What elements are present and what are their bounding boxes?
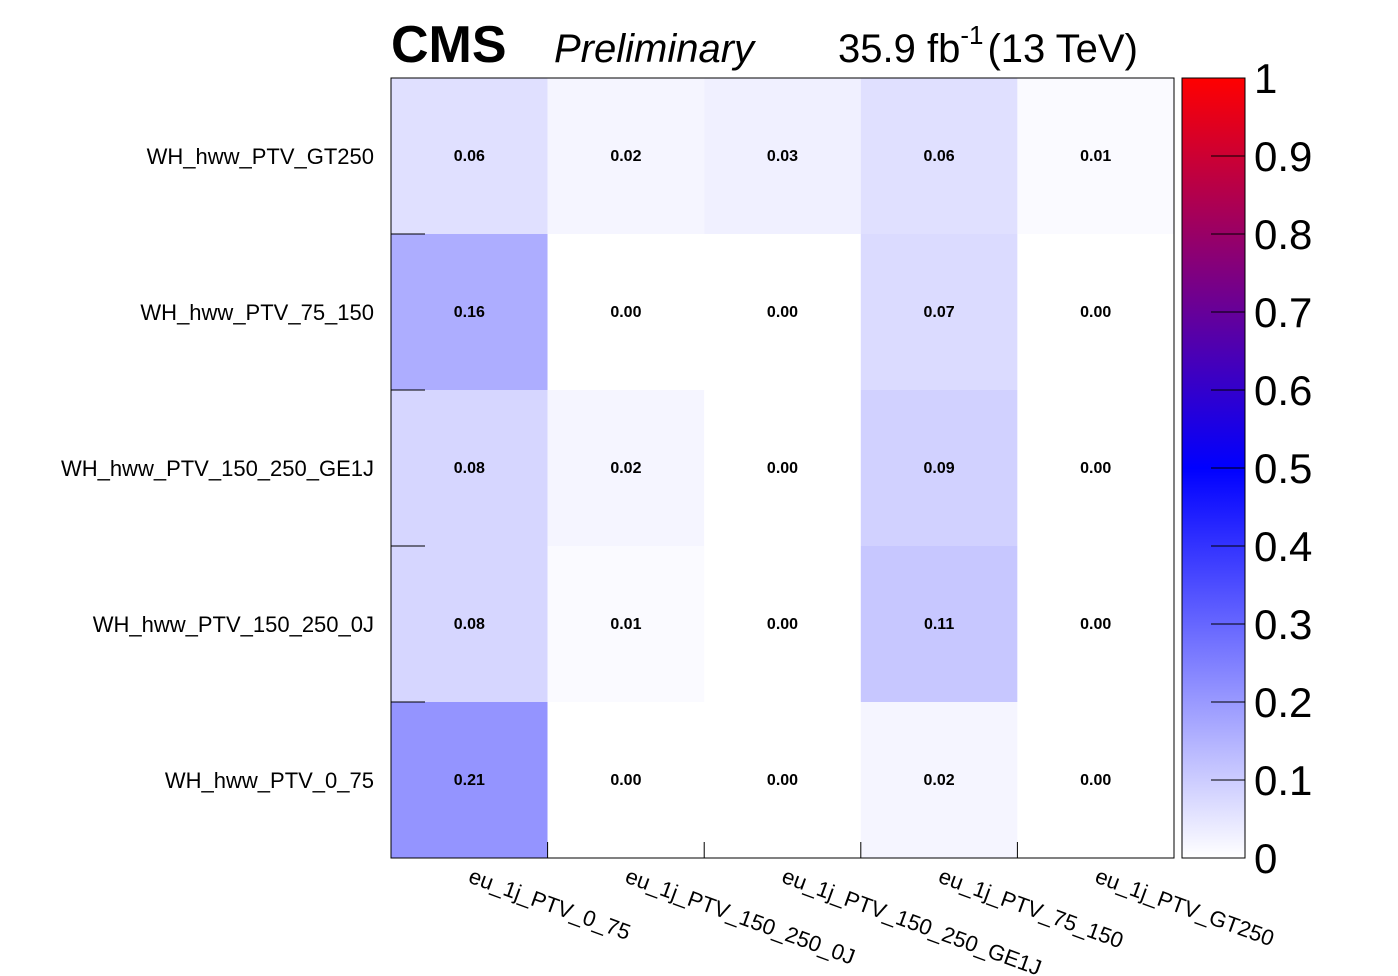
colorbar-tick-label: 0.8 — [1254, 211, 1312, 258]
cell-value-label: 0.08 — [454, 616, 485, 633]
cell-value-label: 0.00 — [1080, 304, 1111, 321]
cell-value-label: 0.00 — [767, 616, 798, 633]
cell-value-label: 0.02 — [610, 148, 641, 165]
heatmap-cell — [391, 702, 548, 858]
heatmap-cell — [1017, 78, 1174, 234]
colorbar-tick-label: 0.3 — [1254, 601, 1312, 648]
heatmap-cells — [391, 78, 1174, 858]
colorbar-tick-labels: 0 0.1 0.2 0.3 0.4 0.5 0.6 0.7 0.8 0.9 1 — [1254, 55, 1312, 882]
x-tick-label: eu_1j_PTV_150_250_GE1J — [779, 863, 1045, 976]
cms-label: CMS — [391, 16, 507, 74]
heatmap-cell — [391, 78, 548, 234]
cell-value-label: 0.01 — [1080, 148, 1111, 165]
y-tick-label: WH_hww_PTV_150_250_GE1J — [61, 456, 374, 481]
cell-value-label: 0.00 — [1080, 460, 1111, 477]
colorbar-tick-label: 0.7 — [1254, 289, 1312, 336]
cell-value-label: 0.00 — [767, 304, 798, 321]
cell-value-label: 0.21 — [454, 772, 485, 789]
heatmap-cell — [391, 390, 548, 546]
luminosity-label: 35.9 fb-1 (13 TeV) — [838, 20, 1138, 71]
cell-value-label: 0.02 — [610, 460, 641, 477]
cell-value-label: 0.00 — [1080, 616, 1111, 633]
heatmap-cell — [547, 390, 705, 546]
cell-value-label: 0.00 — [767, 772, 798, 789]
x-axis-tick-labels: eu_1j_PTV_0_75eu_1j_PTV_150_250_0Jeu_1j_… — [466, 863, 1278, 976]
y-axis-ticks — [391, 233, 425, 859]
heatmap-cell — [1017, 234, 1174, 390]
heatmap-cell — [860, 702, 1018, 858]
cell-value-label: 0.01 — [610, 616, 641, 633]
heatmap-cell — [547, 234, 705, 390]
x-axis-ticks — [390, 842, 1018, 858]
y-tick-label: WH_hww_PTV_150_250_0J — [93, 612, 374, 637]
cell-value-label: 0.16 — [454, 304, 485, 321]
colorbar-tick-label: 0.5 — [1254, 445, 1312, 492]
cell-value-label: 0.06 — [454, 148, 485, 165]
y-tick-label: WH_hww_PTV_GT250 — [147, 144, 374, 169]
cell-value-label: 0.06 — [924, 148, 955, 165]
y-tick-label: WH_hww_PTV_75_150 — [140, 300, 374, 325]
plot-frame — [390, 77, 1175, 859]
cell-value-label: 0.02 — [924, 772, 955, 789]
heatmap-cell — [860, 546, 1018, 702]
colorbar-tick-label: 0.2 — [1254, 679, 1312, 726]
cell-value-label: 0.08 — [454, 460, 485, 477]
heatmap-cell — [860, 390, 1018, 546]
energy-label: (13 TeV) — [987, 27, 1137, 71]
luminosity-value: 35.9 fb — [838, 27, 960, 71]
heatmap-cell — [391, 234, 548, 390]
colorbar-tick-label: 0.1 — [1254, 757, 1312, 804]
heatmap-cell — [1017, 390, 1174, 546]
y-tick-label: WH_hww_PTV_0_75 — [165, 768, 374, 793]
colorbar-tick-label: 1 — [1254, 55, 1277, 102]
heatmap-cell — [704, 78, 861, 234]
heatmap-cell — [860, 78, 1018, 234]
heatmap-cell — [1017, 702, 1174, 858]
y-axis-tick-labels: WH_hww_PTV_0_75 WH_hww_PTV_150_250_0J WH_h… — [61, 144, 374, 793]
cell-value-label: 0.00 — [1080, 772, 1111, 789]
colorbar-tick-label: 0.4 — [1254, 523, 1312, 570]
heatmap-cell — [391, 546, 548, 702]
heatmap-cell — [704, 702, 861, 858]
cell-value-label: 0.09 — [924, 460, 955, 477]
heatmap-cell — [1017, 546, 1174, 702]
cell-value-labels: 0.21 0.00 0.00 0.02 0.00 0.08 0.01 0.00 0.11 0.00… — [454, 148, 1112, 789]
heatmap-cell — [704, 546, 861, 702]
luminosity-exponent: -1 — [960, 20, 983, 50]
colorbar-tick-label: 0.6 — [1254, 367, 1312, 414]
heatmap-cell — [860, 234, 1018, 390]
cell-value-label: 0.00 — [610, 304, 641, 321]
cell-value-label: 0.00 — [610, 772, 641, 789]
cell-value-label: 0.00 — [767, 460, 798, 477]
cell-value-label: 0.07 — [924, 304, 955, 321]
colorbar-tick-label: 0.9 — [1254, 133, 1312, 180]
colorbar-ticks — [1211, 77, 1245, 859]
heatmap-cell — [547, 702, 705, 858]
heatmap-cell — [704, 390, 861, 546]
x-tick-label: eu_1j_PTV_0_75 — [466, 863, 634, 945]
heatmap-cell — [547, 546, 705, 702]
preliminary-label: Preliminary — [554, 27, 757, 71]
heatmap-cell — [547, 78, 705, 234]
colorbar-tick-label: 0 — [1254, 835, 1277, 882]
cell-value-label: 0.03 — [767, 148, 798, 165]
heatmap-cell — [704, 234, 861, 390]
cell-value-label: 0.11 — [924, 616, 954, 633]
